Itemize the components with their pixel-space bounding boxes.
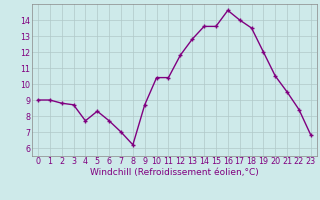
X-axis label: Windchill (Refroidissement éolien,°C): Windchill (Refroidissement éolien,°C)	[90, 168, 259, 177]
